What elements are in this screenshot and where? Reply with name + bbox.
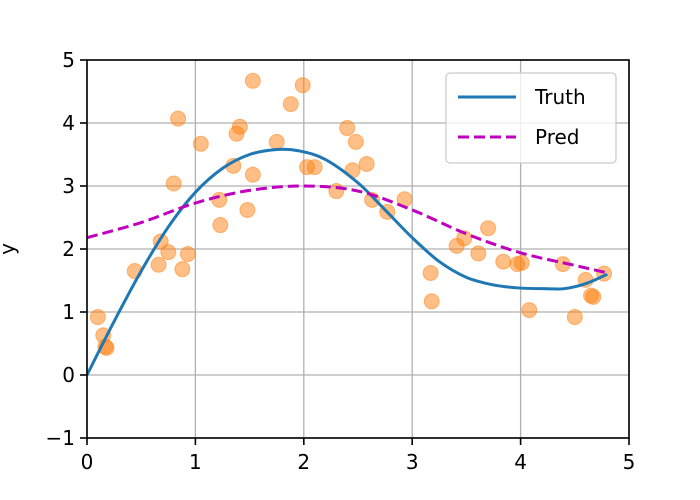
scatter-point xyxy=(521,302,538,319)
x-tick-label: 1 xyxy=(189,450,202,474)
scatter-point xyxy=(294,77,311,94)
plot-clip-group xyxy=(87,72,613,376)
truth-line xyxy=(87,147,608,376)
scatter-point xyxy=(495,253,512,270)
scatter-point xyxy=(165,175,182,192)
x-tick-label: 3 xyxy=(406,450,419,474)
y-axis-label: y xyxy=(0,243,19,255)
scatter-point xyxy=(328,183,345,200)
x-tick-label: 2 xyxy=(297,450,310,474)
scatter-point xyxy=(170,110,187,127)
scatter-point xyxy=(358,155,375,172)
scatter-point xyxy=(585,288,602,305)
scatter-point xyxy=(192,135,209,152)
scatter-point xyxy=(150,256,167,273)
scatter-point xyxy=(566,309,583,326)
scatter-point xyxy=(174,261,191,278)
scatter-point xyxy=(423,293,440,310)
x-tick-label: 4 xyxy=(514,450,527,474)
scatter-point xyxy=(339,120,356,137)
y-tick-label: 1 xyxy=(62,300,75,324)
scatter-point xyxy=(244,166,261,183)
scatter-point xyxy=(513,254,530,271)
y-tick-label: 2 xyxy=(62,237,75,261)
scatter-point xyxy=(456,230,473,247)
pred-line xyxy=(87,184,608,275)
scatter-point xyxy=(480,220,497,237)
scatter-point xyxy=(268,133,285,150)
scatter-point xyxy=(179,246,196,263)
legend: Truth Pred xyxy=(445,72,617,164)
legend-pred-label: Pred xyxy=(535,125,580,149)
y-tick-label: −1 xyxy=(46,426,75,450)
scatter-point xyxy=(89,309,106,326)
scatter-point xyxy=(422,264,439,281)
y-tick-label: 0 xyxy=(62,363,75,387)
y-tick-label: 5 xyxy=(62,48,75,72)
x-tick-label: 5 xyxy=(623,450,636,474)
plot-area xyxy=(87,72,613,376)
scatter-point xyxy=(306,159,323,176)
scatter-point xyxy=(244,72,261,89)
x-tick-label: 0 xyxy=(81,450,94,474)
axes xyxy=(80,59,630,445)
scatter-point xyxy=(282,96,299,113)
scatter-point xyxy=(239,201,256,218)
scatter-point xyxy=(470,245,487,262)
y-tick-label: 4 xyxy=(62,111,75,135)
legend-box xyxy=(445,72,617,164)
y-tick-label: 3 xyxy=(62,174,75,198)
scatter-point xyxy=(212,217,229,234)
scatter-point xyxy=(231,118,248,135)
legend-truth-label: Truth xyxy=(534,85,586,109)
scatter-point xyxy=(160,244,177,261)
scatter-point xyxy=(347,133,364,150)
